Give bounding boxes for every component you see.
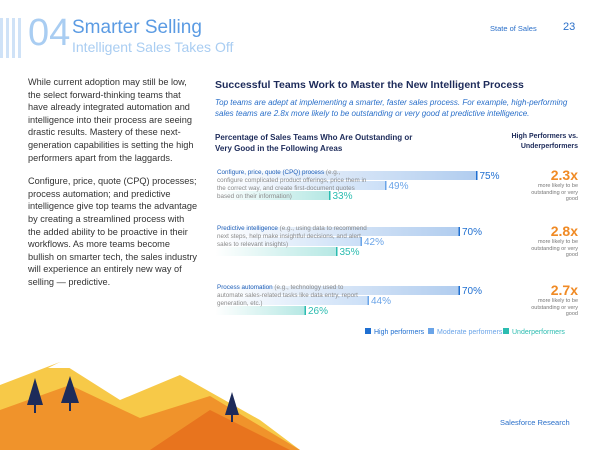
bar <box>215 171 478 180</box>
multiplier: 2.8x more likely to be outstanding or ver… <box>526 223 578 259</box>
legend-swatch <box>365 328 371 334</box>
page-number: 23 <box>563 21 576 33</box>
paragraph: While current adoption may still be low,… <box>28 77 194 163</box>
header-subtitle: Intelligent Sales Takes Off <box>72 39 234 55</box>
bar <box>215 296 369 305</box>
row-label-lead: Predictive intelligence <box>217 225 278 232</box>
chart: 75% 49% 33% 70% 42% 35% 70% 44% 26% High performe… <box>215 171 565 336</box>
legend-label: Moderate performers <box>437 329 503 336</box>
bar <box>215 181 387 190</box>
bar-end <box>360 237 362 246</box>
value-label: 44% <box>371 296 391 307</box>
report-name: State of Sales <box>490 24 537 33</box>
bar-end <box>304 306 306 315</box>
bar-end <box>329 191 331 200</box>
legend-label: High performers <box>374 329 425 336</box>
value-label: 70% <box>462 227 482 238</box>
value-label: 75% <box>480 171 500 182</box>
mountain-illustration <box>0 362 300 450</box>
multiplier-note: more likely to be outstanding or very go… <box>531 183 578 202</box>
bar <box>215 306 306 315</box>
bar-end <box>458 286 460 295</box>
footer-source: Salesforce Research <box>500 418 570 427</box>
bar <box>215 247 338 256</box>
bar <box>215 237 362 246</box>
row-label-lead: Configure, price, quote (CPQ) process <box>217 169 325 176</box>
multiplier-value: 2.7x <box>550 282 578 298</box>
bar <box>215 227 460 236</box>
value-label: 35% <box>340 247 360 258</box>
comparison-title: High Performers vs. Underperformers <box>511 133 578 150</box>
section-number: 04 <box>28 12 71 54</box>
chart-title: Percentage of Sales Teams Who Are Outsta… <box>215 133 413 153</box>
section-heading: Successful Teams Work to Master the New … <box>215 79 524 91</box>
value-label: 42% <box>364 237 384 248</box>
header-stripes <box>0 18 21 58</box>
bar-end <box>385 181 387 190</box>
value-label: 33% <box>333 191 353 202</box>
bar <box>215 286 460 295</box>
legend-label: Underperformers <box>512 329 565 336</box>
row-label-note: (e.g., configure complicated product off… <box>217 169 367 200</box>
section-intro: Top teams are adept at implementing a sm… <box>215 98 568 118</box>
value-label: 49% <box>389 181 409 192</box>
body-text: While current adoption may still be low,… <box>28 76 198 300</box>
bar-end <box>458 227 460 236</box>
bar-end <box>336 247 338 256</box>
row-label: Configure, price, quote (CPQ) process (e… <box>217 169 367 201</box>
legend-swatch <box>428 328 434 334</box>
multiplier-value: 2.8x <box>550 223 578 239</box>
bar <box>215 191 331 200</box>
legend-swatch <box>503 328 509 334</box>
bar-end <box>367 296 369 305</box>
bar-end <box>476 171 478 180</box>
row-label-note: (e.g., using data to recommend next step… <box>217 225 367 248</box>
multiplier-note: more likely to be outstanding or very go… <box>531 298 578 317</box>
row-label-note: (e.g., technology used to automate sales… <box>217 284 358 307</box>
row-label: Process automation (e.g., technology use… <box>217 284 367 308</box>
row-label-lead: Process automation <box>217 284 273 291</box>
multiplier-value: 2.3x <box>550 167 578 183</box>
header-title: Smarter Selling <box>72 17 202 38</box>
paragraph: Configure, price, quote (CPQ) processes;… <box>28 176 198 287</box>
multiplier-note: more likely to be outstanding or very go… <box>531 239 578 258</box>
multiplier: 2.3x more likely to be outstanding or ver… <box>526 167 578 203</box>
row-label: Predictive intelligence (e.g., using dat… <box>217 225 367 249</box>
value-label: 26% <box>308 306 328 317</box>
value-label: 70% <box>462 286 482 297</box>
multiplier: 2.7x more likely to be outstanding or ver… <box>526 282 578 318</box>
